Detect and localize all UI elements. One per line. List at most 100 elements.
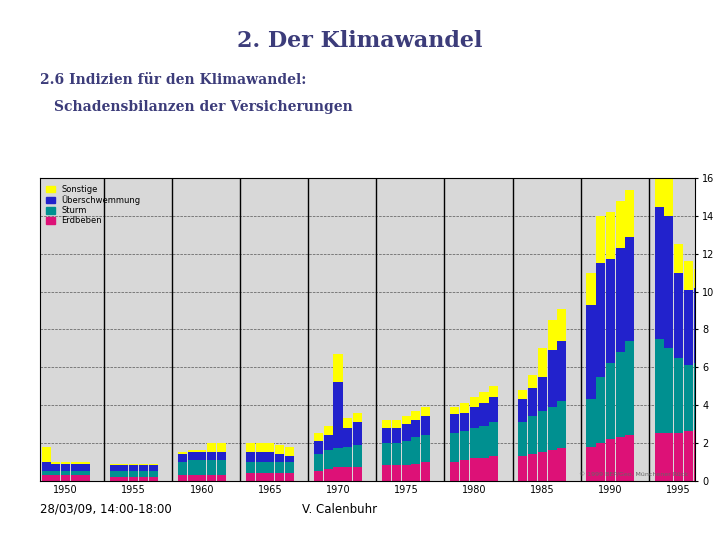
Bar bbox=[246, 443, 255, 453]
Bar bbox=[353, 467, 362, 481]
Bar bbox=[518, 456, 528, 481]
Bar bbox=[81, 462, 89, 463]
Bar bbox=[547, 450, 557, 481]
Bar bbox=[547, 320, 557, 350]
Bar bbox=[353, 413, 362, 422]
Bar bbox=[207, 475, 216, 481]
Bar bbox=[693, 430, 703, 481]
Bar bbox=[148, 463, 158, 465]
Bar bbox=[693, 288, 703, 363]
Bar bbox=[528, 375, 537, 388]
Bar bbox=[587, 399, 595, 447]
Bar bbox=[109, 477, 119, 481]
Bar bbox=[61, 462, 70, 463]
Bar bbox=[392, 465, 401, 481]
Bar bbox=[314, 454, 323, 471]
Bar bbox=[538, 453, 547, 481]
Bar bbox=[343, 467, 352, 481]
Bar bbox=[402, 416, 410, 424]
Bar bbox=[207, 453, 216, 460]
Text: Schadensbilanzen der Versicherungen: Schadensbilanzen der Versicherungen bbox=[54, 100, 353, 114]
Bar bbox=[266, 462, 274, 473]
Bar bbox=[275, 462, 284, 473]
Bar bbox=[489, 456, 498, 481]
Bar bbox=[450, 462, 459, 481]
Bar bbox=[343, 447, 352, 467]
Bar bbox=[460, 431, 469, 460]
Bar bbox=[489, 422, 498, 456]
Bar bbox=[139, 477, 148, 481]
Bar bbox=[256, 473, 265, 481]
Text: V. Calenbuhr: V. Calenbuhr bbox=[302, 503, 377, 516]
Bar bbox=[528, 416, 537, 454]
Bar bbox=[480, 403, 488, 426]
Bar bbox=[480, 392, 488, 403]
Bar bbox=[187, 450, 197, 453]
Bar bbox=[606, 363, 615, 439]
Bar bbox=[120, 463, 128, 465]
Bar bbox=[129, 477, 138, 481]
Bar bbox=[450, 415, 459, 433]
Bar bbox=[314, 433, 323, 441]
Bar bbox=[392, 420, 401, 428]
Bar bbox=[421, 407, 430, 416]
Bar bbox=[51, 475, 60, 481]
Bar bbox=[324, 450, 333, 469]
Bar bbox=[217, 460, 226, 475]
Bar bbox=[402, 441, 410, 465]
Bar bbox=[538, 348, 547, 377]
Bar bbox=[139, 465, 148, 471]
Bar bbox=[266, 473, 274, 481]
Text: 28/03/09, 14:00-18:00: 28/03/09, 14:00-18:00 bbox=[40, 503, 171, 516]
Bar bbox=[333, 382, 343, 448]
Bar bbox=[460, 403, 469, 413]
Bar bbox=[120, 471, 128, 477]
Bar bbox=[538, 410, 547, 453]
Bar bbox=[275, 473, 284, 481]
Bar bbox=[382, 420, 391, 428]
Bar bbox=[654, 433, 664, 481]
Bar bbox=[61, 471, 70, 475]
Bar bbox=[518, 399, 528, 422]
Bar bbox=[626, 237, 634, 341]
Bar bbox=[353, 445, 362, 467]
Bar bbox=[684, 289, 693, 365]
Bar bbox=[246, 453, 255, 462]
Bar bbox=[392, 428, 401, 443]
Bar bbox=[596, 216, 606, 263]
Bar bbox=[450, 433, 459, 462]
Bar bbox=[606, 260, 615, 363]
Bar bbox=[256, 462, 265, 473]
Bar bbox=[382, 465, 391, 481]
Bar bbox=[343, 418, 352, 428]
Bar bbox=[187, 475, 197, 481]
Bar bbox=[109, 463, 119, 465]
Bar bbox=[654, 140, 664, 206]
Bar bbox=[246, 473, 255, 481]
Bar bbox=[421, 462, 430, 481]
Bar bbox=[538, 377, 547, 410]
Bar bbox=[626, 190, 634, 237]
Bar bbox=[71, 471, 80, 475]
Bar bbox=[665, 216, 673, 348]
Bar bbox=[587, 273, 595, 305]
Bar bbox=[197, 450, 207, 453]
Bar bbox=[460, 460, 469, 481]
Bar bbox=[266, 443, 274, 453]
Text: © 1999 BEP/Geo. Münchener Rück: © 1999 BEP/Geo. Münchener Rück bbox=[579, 472, 688, 478]
Bar bbox=[616, 248, 625, 352]
Bar bbox=[148, 471, 158, 477]
Bar bbox=[42, 471, 50, 475]
Legend: Sonstige, Überschwemmung, Sturm, Erdbeben: Sonstige, Überschwemmung, Sturm, Erdbebe… bbox=[44, 183, 143, 228]
Bar bbox=[81, 463, 89, 471]
Bar bbox=[217, 453, 226, 460]
Bar bbox=[197, 460, 207, 475]
Bar bbox=[109, 465, 119, 471]
Bar bbox=[674, 433, 683, 481]
Bar bbox=[674, 273, 683, 357]
Bar bbox=[616, 352, 625, 437]
Bar bbox=[528, 454, 537, 481]
Bar bbox=[207, 443, 216, 453]
Bar bbox=[684, 261, 693, 289]
Bar bbox=[606, 212, 615, 259]
